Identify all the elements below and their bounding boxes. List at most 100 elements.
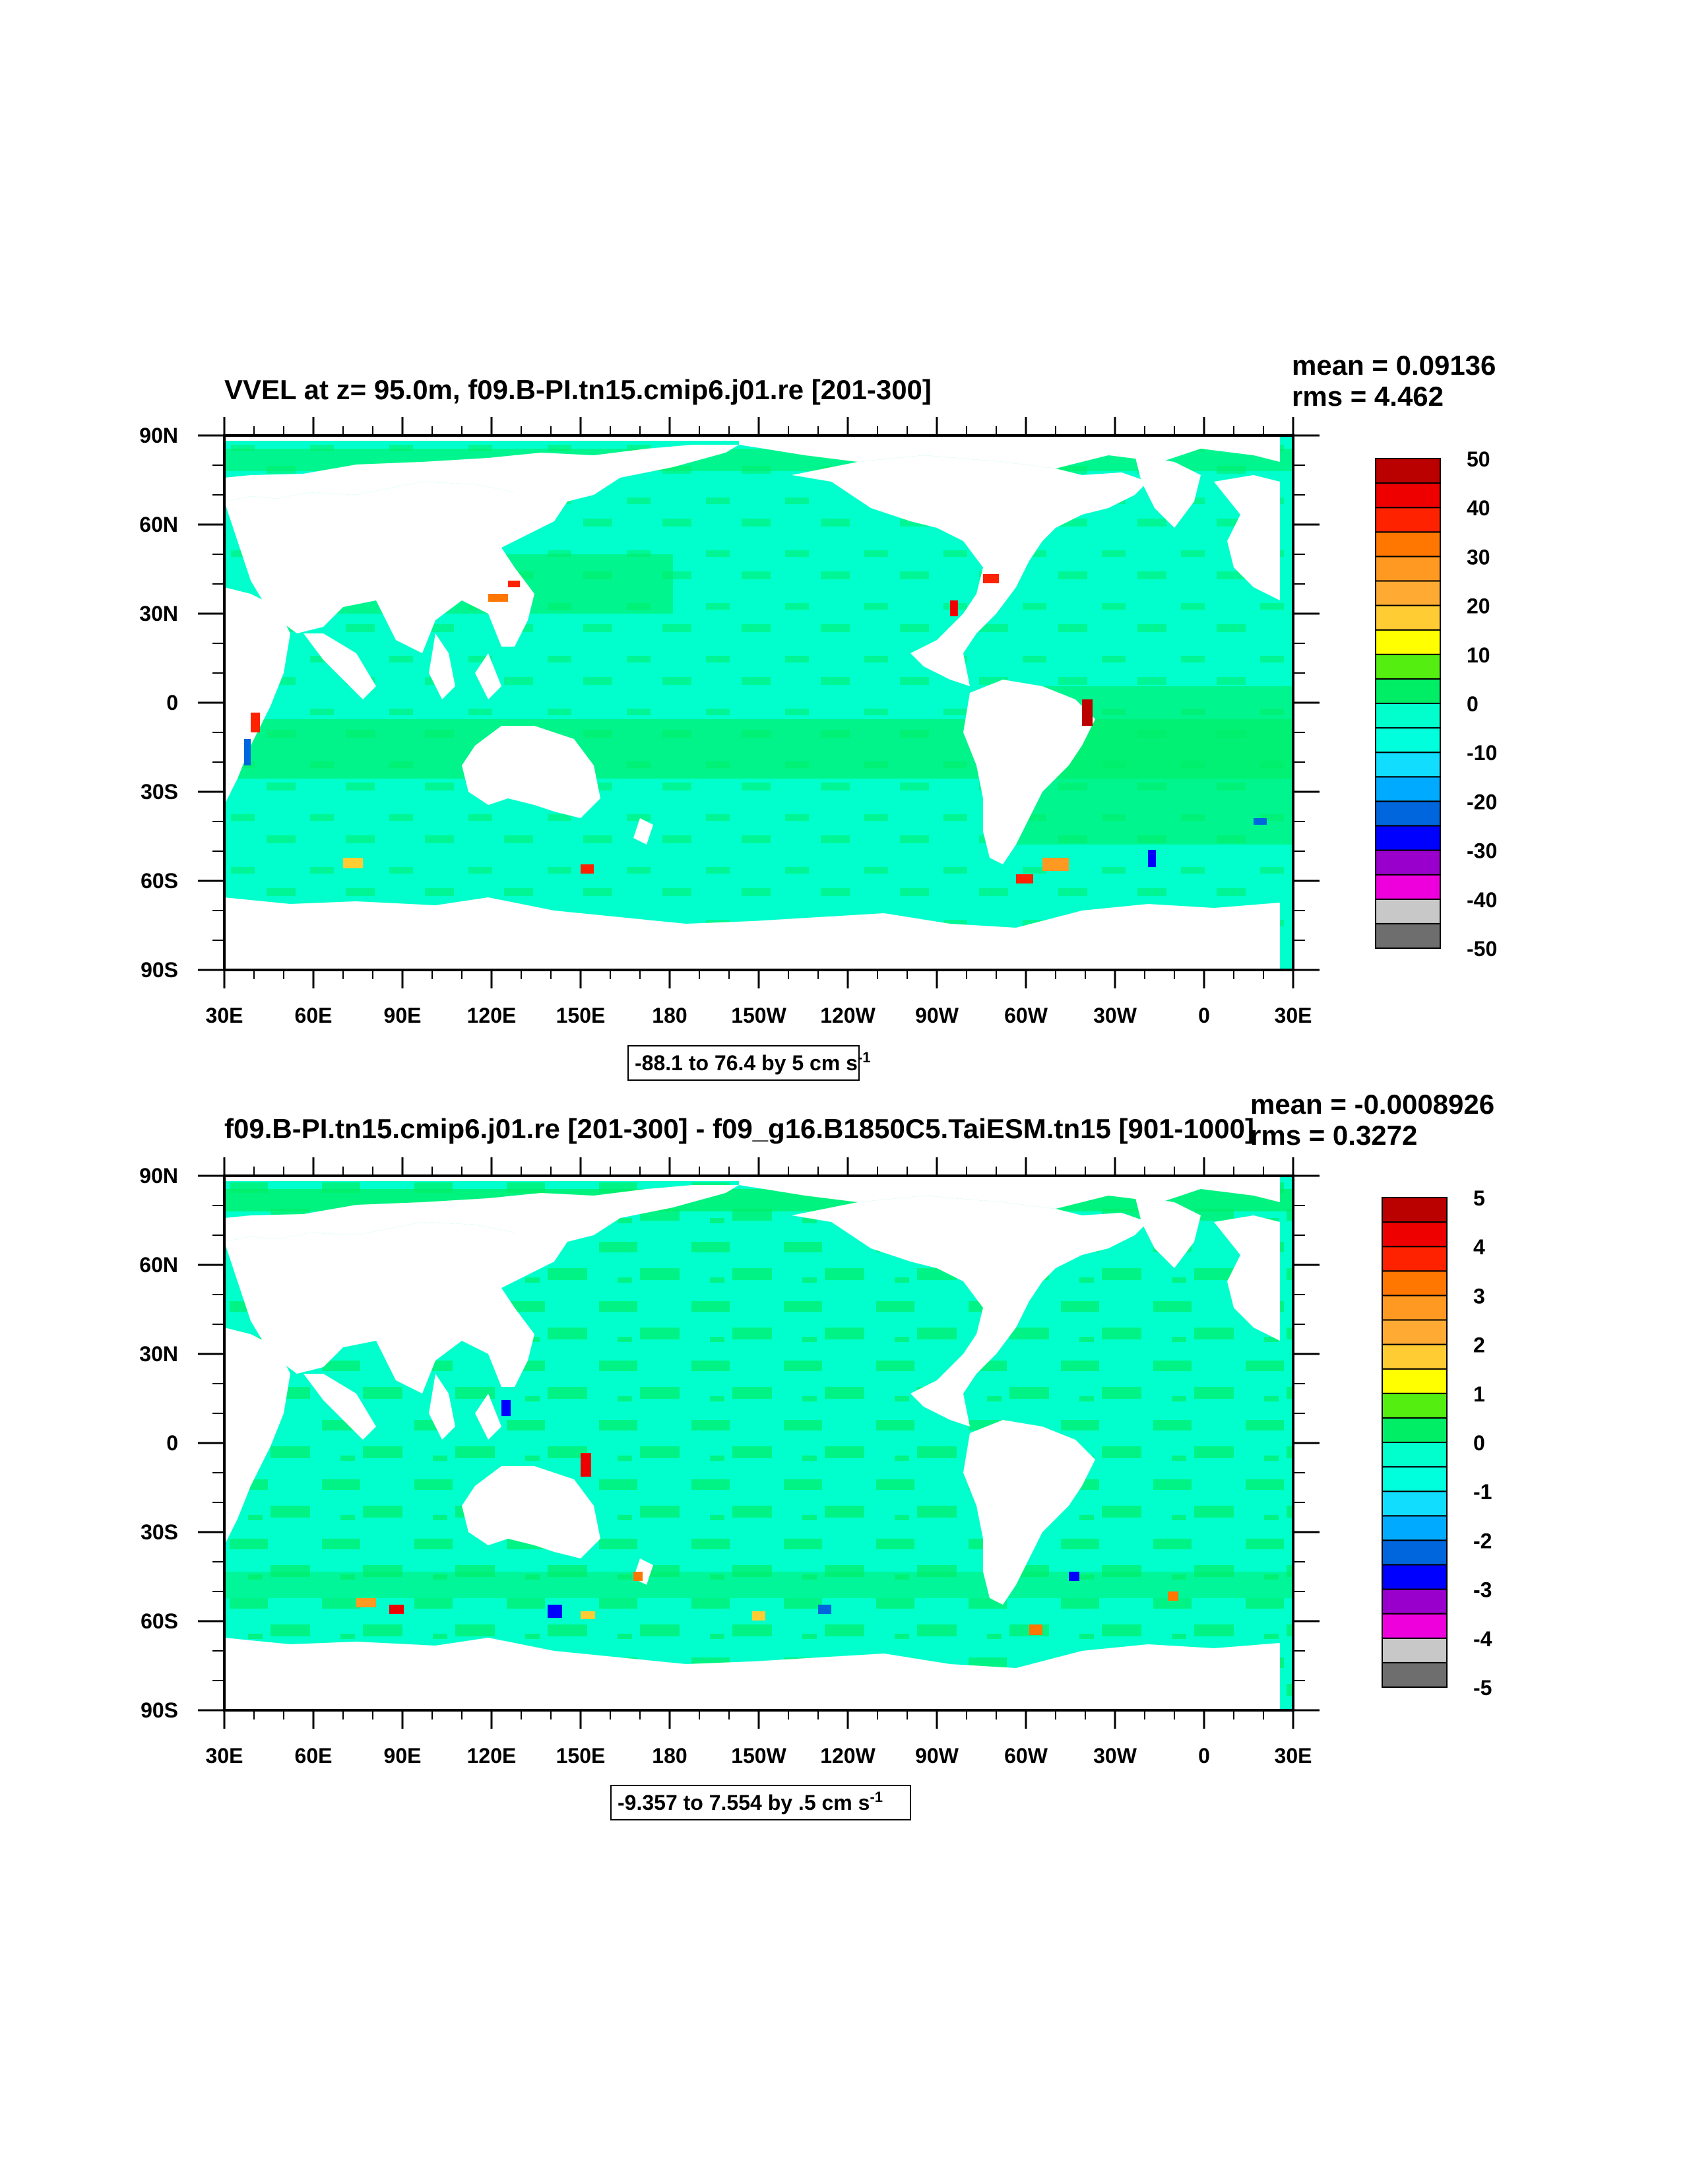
colorbar-label: 4 <box>1473 1235 1485 1259</box>
y-tick-label: 30N <box>139 602 178 626</box>
colorbar-swatch <box>1382 1515 1448 1541</box>
x-tick-label: 120E <box>467 1004 517 1027</box>
colorbar-label: 1 <box>1473 1382 1485 1406</box>
colorbar-swatch <box>1382 1417 1448 1443</box>
x-tick-label: 90E <box>384 1744 422 1768</box>
colorbar-label: 0 <box>1473 1431 1485 1455</box>
colorbar-label: -40 <box>1467 888 1497 912</box>
colorbar-swatch <box>1375 507 1441 533</box>
x-tick-label: 90W <box>915 1004 959 1027</box>
y-tick-label: 30N <box>139 1342 178 1366</box>
colorbar-swatch <box>1382 1319 1448 1345</box>
axes: 30E 60E 90E 120E 150E 180 150W 120W 90W 60W 30W 0 30… <box>139 417 1320 1027</box>
colorbar-swatch <box>1375 776 1441 802</box>
colorbar-label: -10 <box>1467 741 1497 765</box>
colorbar-swatch <box>1382 1221 1448 1248</box>
y-tick-label: 90S <box>141 1698 178 1722</box>
colorbar-swatch <box>1382 1343 1448 1370</box>
colorbar-label: -20 <box>1467 790 1497 814</box>
hotspots <box>244 574 1267 883</box>
colorbar-label: 2 <box>1473 1333 1485 1357</box>
y-tick-label: 60N <box>139 1253 178 1277</box>
hotspots <box>356 1400 1178 1635</box>
x-tick-label: 150W <box>731 1004 786 1027</box>
colorbar-swatch <box>1382 1661 1448 1688</box>
colorbar-swatch <box>1375 898 1441 924</box>
colorbar-swatch <box>1375 678 1441 705</box>
x-tick-label: 120E <box>467 1744 517 1768</box>
x-tick-label: 120W <box>820 1004 876 1027</box>
colorbar-label: 20 <box>1467 594 1490 618</box>
y-tick-label: 60S <box>141 869 178 893</box>
rms-stat: rms = 0.3272 <box>1250 1120 1417 1151</box>
x-tick-label: 90W <box>915 1744 959 1768</box>
colorbar-label: 0 <box>1467 692 1479 716</box>
colorbar-label: 3 <box>1473 1284 1485 1308</box>
colorbar-swatch <box>1375 825 1441 851</box>
colorbar-label: -3 <box>1473 1578 1492 1602</box>
colorbar-swatch <box>1382 1295 1448 1321</box>
range-label: -9.357 to 7.554 by .5 cm s-1 <box>610 1785 911 1820</box>
mean-stat: mean = 0.09136 <box>1292 350 1496 381</box>
x-tick-label: 150E <box>556 1744 606 1768</box>
range-label: -88.1 to 76.4 by 5 cm s-1 <box>627 1045 871 1081</box>
panel-title: VVEL at z= 95.0m, f09.B-PI.tn15.cmip6.j0… <box>224 374 932 405</box>
panel-bottom: f09.B-PI.tn15.cmip6.j01.re [201-300] - f… <box>139 1089 1494 1820</box>
x-tick-label: 30E <box>1275 1004 1312 1027</box>
svg-text:-88.1 to 76.4 by 5 cm s-1: -88.1 to 76.4 by 5 cm s-1 <box>635 1049 871 1075</box>
x-tick-label: 30W <box>1093 1744 1137 1768</box>
x-tick-label: 60W <box>1004 1744 1048 1768</box>
colorbar-swatch <box>1382 1637 1448 1663</box>
x-tick-label: 30E <box>206 1004 243 1027</box>
x-tick-label: 60E <box>295 1004 333 1027</box>
panel-title: f09.B-PI.tn15.cmip6.j01.re [201-300] - f… <box>224 1113 1254 1144</box>
x-tick-label: 0 <box>1198 1004 1210 1027</box>
x-tick-label: 90E <box>384 1004 422 1027</box>
colorbar-swatch <box>1382 1613 1448 1639</box>
axes: 30E 60E 90E 120E 150E 180 150W 120W 90W 60W 30W 0 30… <box>139 1157 1320 1768</box>
y-tick-label: 60S <box>141 1609 178 1633</box>
y-tick-label: 90S <box>141 958 178 982</box>
colorbar-swatch <box>1382 1466 1448 1493</box>
x-tick-label: 180 <box>652 1744 687 1768</box>
x-tick-label: 0 <box>1198 1744 1210 1768</box>
y-tick-label: 30S <box>141 1520 178 1544</box>
colorbar: 50 40 30 20 10 0 -10 -20 -30 -40 -50 <box>1375 447 1497 961</box>
y-tick-label: 0 <box>166 1431 178 1455</box>
colorbar-label: 50 <box>1467 447 1490 471</box>
colorbar-swatch <box>1375 922 1441 949</box>
panel-top: VVEL at z= 95.0m, f09.B-PI.tn15.cmip6.j0… <box>139 350 1497 1081</box>
colorbar-label: -1 <box>1473 1480 1492 1504</box>
x-tick-label: 150E <box>556 1004 606 1027</box>
colorbar: 5 4 3 2 1 0 -1 -2 -3 -4 -5 <box>1382 1186 1492 1700</box>
colorbar-label: 30 <box>1467 545 1490 569</box>
x-tick-label: 30W <box>1093 1004 1137 1027</box>
colorbar-swatch <box>1375 629 1441 655</box>
colorbar-label: 10 <box>1467 643 1490 667</box>
rms-stat: rms = 4.462 <box>1292 381 1444 412</box>
x-tick-label: 150W <box>731 1744 786 1768</box>
x-tick-label: 60W <box>1004 1004 1048 1027</box>
colorbar-swatch <box>1375 874 1441 900</box>
colorbar-label: 40 <box>1467 496 1490 520</box>
colorbar-swatch <box>1375 752 1441 778</box>
colorbar-swatch <box>1375 556 1441 582</box>
colorbar-label: -30 <box>1467 839 1497 863</box>
colorbar-swatch <box>1382 1246 1448 1272</box>
colorbar-swatch <box>1375 482 1441 509</box>
y-tick-label: 90N <box>139 1164 178 1188</box>
colorbar-swatch <box>1382 1270 1448 1297</box>
mean-stat: mean = -0.0008926 <box>1250 1089 1494 1120</box>
y-tick-label: 30S <box>141 780 178 804</box>
colorbar-label: -50 <box>1467 937 1497 961</box>
colorbar-swatch <box>1382 1491 1448 1517</box>
map-plot: 30E 60E 90E 120E 150E 180 150W 120W 90W 60W 30W 0 30… <box>139 417 1320 1027</box>
x-tick-label: 120W <box>820 1744 876 1768</box>
colorbar-swatch <box>1382 1392 1448 1419</box>
colorbar-swatch <box>1375 458 1441 484</box>
map-plot: 30E 60E 90E 120E 150E 180 150W 120W 90W 60W 30W 0 30… <box>139 1157 1320 1768</box>
colorbar-label: -2 <box>1473 1529 1492 1553</box>
colorbar-swatch <box>1375 703 1441 729</box>
y-tick-label: 0 <box>166 691 178 715</box>
